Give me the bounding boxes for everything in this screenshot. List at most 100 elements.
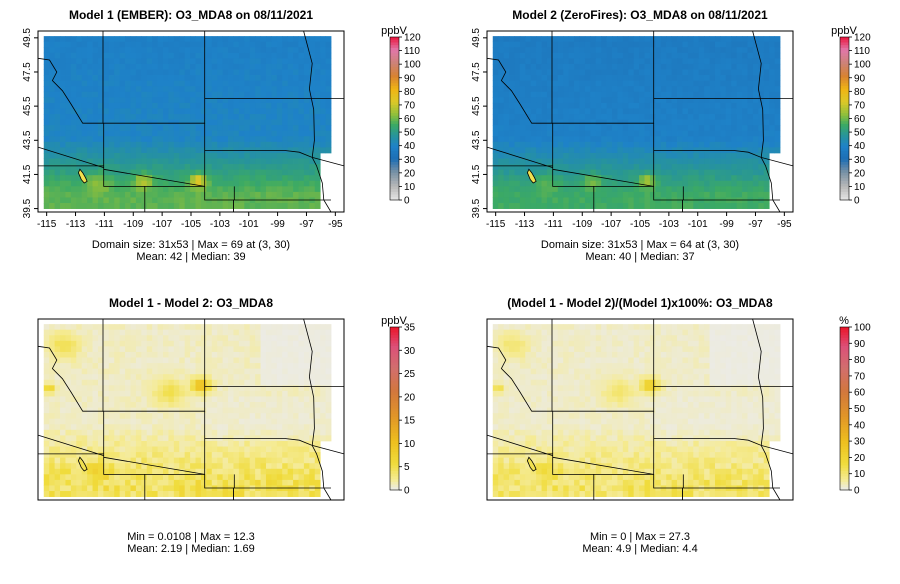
field-cell	[531, 153, 537, 159]
field-cell	[65, 147, 71, 153]
field-cell	[217, 203, 223, 209]
field-cell	[82, 75, 88, 81]
field-cell	[623, 42, 629, 48]
field-cell	[168, 413, 174, 419]
field-cell	[55, 58, 61, 64]
field-cell	[547, 175, 553, 181]
field-cell	[168, 469, 174, 475]
field-cell	[704, 64, 710, 70]
field-cell	[82, 385, 88, 391]
field-cell	[261, 64, 267, 70]
field-cell	[320, 408, 326, 414]
field-cell	[76, 197, 82, 203]
field-cell	[617, 64, 623, 70]
field-cell	[326, 42, 332, 48]
legend-swatch	[840, 127, 849, 130]
field-cell	[206, 335, 212, 341]
field-cell	[152, 36, 158, 42]
field-cell	[596, 197, 602, 203]
field-cell	[120, 197, 126, 203]
field-cell	[288, 430, 294, 436]
field-cell	[542, 136, 548, 142]
field-cell	[71, 346, 77, 352]
field-cell	[293, 369, 299, 375]
field-cell	[574, 114, 580, 120]
field-cell	[612, 192, 618, 198]
field-cell	[130, 363, 136, 369]
field-cell	[82, 335, 88, 341]
field-cell	[737, 92, 743, 98]
field-cell	[55, 413, 61, 419]
field-cell	[228, 53, 234, 59]
field-cell	[579, 42, 585, 48]
field-cell	[255, 402, 261, 408]
field-cell	[76, 131, 82, 137]
field-cell	[87, 131, 93, 137]
field-cell	[255, 164, 261, 170]
field-cell	[109, 346, 115, 352]
field-cell	[55, 452, 61, 458]
field-cell	[726, 120, 732, 126]
field-cell	[536, 92, 542, 98]
legend-swatch	[840, 75, 849, 78]
field-cell	[558, 81, 564, 87]
field-cell	[758, 186, 764, 192]
field-cell	[82, 474, 88, 480]
field-cell	[547, 159, 553, 165]
field-cell	[710, 125, 716, 131]
field-cell	[158, 385, 164, 391]
legend-swatch	[390, 143, 399, 146]
field-cell	[87, 463, 93, 469]
field-cell	[212, 346, 218, 352]
field-cell	[255, 103, 261, 109]
field-cell	[44, 186, 50, 192]
y-tick-label: 45.5	[22, 96, 33, 116]
field-cell	[228, 153, 234, 159]
field-cell	[271, 203, 277, 209]
field-cell	[277, 108, 283, 114]
field-cell	[239, 142, 245, 148]
field-cell	[547, 170, 553, 176]
field-cell	[244, 335, 250, 341]
field-cell	[293, 86, 299, 92]
field-cell	[558, 64, 564, 70]
field-cell	[282, 131, 288, 137]
field-cell	[282, 53, 288, 59]
field-cell	[710, 42, 716, 48]
field-cell	[737, 181, 743, 187]
field-cell	[666, 142, 672, 148]
field-cell	[103, 419, 109, 425]
field-cell	[228, 175, 234, 181]
field-cell	[563, 197, 569, 203]
field-cell	[60, 419, 66, 425]
field-cell	[206, 186, 212, 192]
field-cell	[179, 402, 185, 408]
field-cell	[596, 147, 602, 153]
field-cell	[525, 136, 531, 142]
field-cell	[764, 197, 770, 203]
field-cell	[130, 324, 136, 330]
legend-swatch	[840, 113, 849, 116]
field-cell	[764, 58, 770, 64]
field-cell	[49, 86, 55, 92]
field-cell	[737, 53, 743, 59]
field-cell	[87, 64, 93, 70]
field-cell	[212, 391, 218, 397]
field-cell	[76, 335, 82, 341]
field-cell	[277, 447, 283, 453]
field-cell	[525, 58, 531, 64]
field-cell	[196, 324, 202, 330]
field-cell	[666, 64, 672, 70]
field-cell	[179, 380, 185, 386]
field-cell	[623, 159, 629, 165]
field-cell	[525, 186, 531, 192]
field-cell	[326, 136, 332, 142]
field-cell	[682, 81, 688, 87]
field-cell	[174, 402, 180, 408]
field-cell	[634, 192, 640, 198]
x-tick-label: -101	[239, 219, 259, 230]
field-cell	[688, 86, 694, 92]
field-cell	[574, 181, 580, 187]
field-cell	[228, 114, 234, 120]
field-cell	[109, 120, 115, 126]
